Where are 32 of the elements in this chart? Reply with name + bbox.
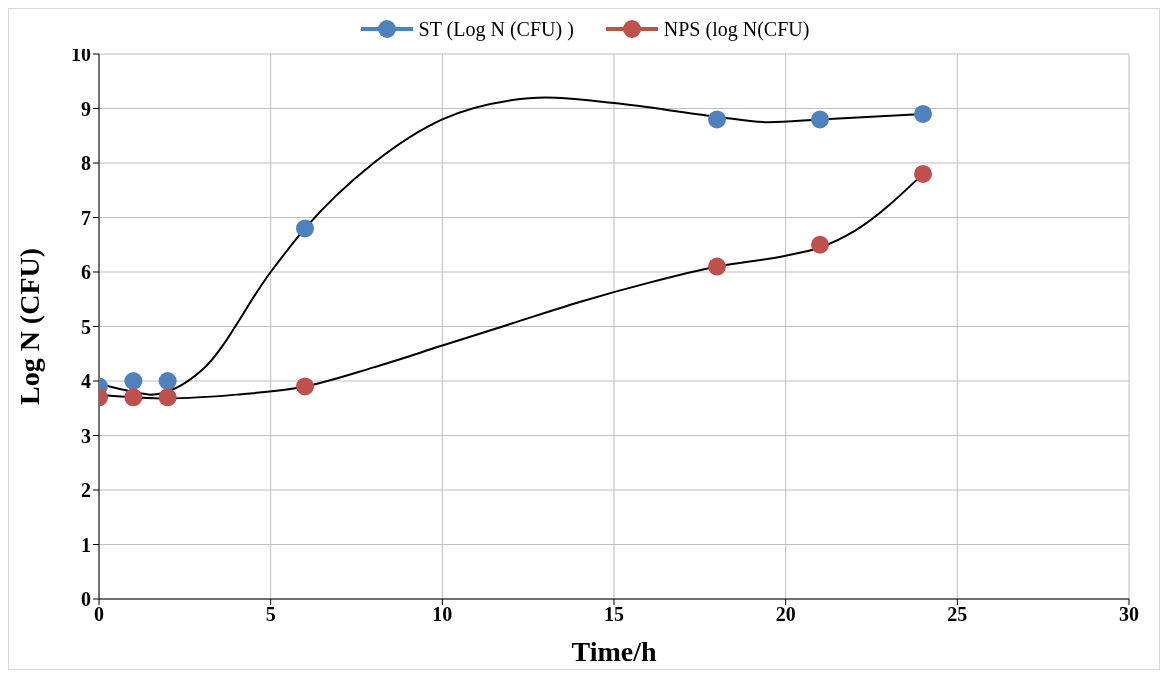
y-tick-label: 6 xyxy=(81,261,91,284)
y-tick-label: 8 xyxy=(81,152,91,175)
x-tick-label: 20 xyxy=(775,603,796,626)
point xyxy=(158,372,177,390)
x-tick-label: 30 xyxy=(1119,603,1139,626)
y-tick-label: 1 xyxy=(81,533,91,556)
point xyxy=(708,257,726,276)
point xyxy=(124,388,143,407)
legend-label: ST (Log N (CFU) ) xyxy=(418,17,574,41)
y-tick-label: 0 xyxy=(81,588,91,611)
x-tick-label: 10 xyxy=(432,603,453,626)
x-tick-label: 15 xyxy=(604,603,624,626)
y-tick-label: 7 xyxy=(81,206,91,229)
point xyxy=(914,164,932,183)
point xyxy=(296,377,314,396)
point xyxy=(296,219,314,238)
point xyxy=(811,235,829,254)
point xyxy=(708,110,726,129)
y-tick-label: 9 xyxy=(81,97,91,120)
point xyxy=(124,372,143,390)
point xyxy=(158,388,177,407)
y-axis-title: Log N (CFU) xyxy=(13,247,45,406)
x-axis-title: Time/h xyxy=(571,636,657,667)
point xyxy=(811,110,829,129)
y-tick-label: 4 xyxy=(81,370,91,393)
point xyxy=(914,104,932,123)
y-tick-label: 5 xyxy=(81,315,91,338)
x-tick-label: 5 xyxy=(265,603,276,626)
y-tick-label: 3 xyxy=(81,424,91,447)
y-tick-label: 2 xyxy=(81,479,91,502)
x-tick-label: 25 xyxy=(947,603,968,626)
legend-label: NPS (log N(CFU) xyxy=(663,17,810,41)
